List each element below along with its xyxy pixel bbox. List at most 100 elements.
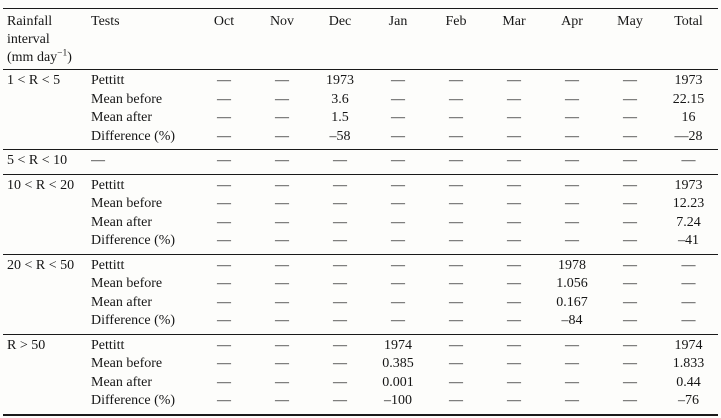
month-value-cell: —	[449, 233, 463, 248]
header-row: Rainfall interval (mm day−1) Tests Oct N…	[3, 8, 718, 70]
month-value-cell: 1.056	[556, 276, 588, 291]
rainfall-interval-cell	[3, 275, 91, 294]
month-value-cell: —	[565, 214, 579, 230]
month-value-cell: –84	[561, 313, 583, 328]
header-month-mar: Mar	[485, 8, 543, 70]
month-value-cell: —	[507, 177, 521, 193]
header-month-apr: Apr	[543, 8, 601, 70]
month-value-cell: —	[275, 196, 289, 211]
rainfall-interval-cell	[3, 91, 91, 110]
month-value-cell: —	[507, 233, 521, 248]
test-label-cell: Difference (%)	[91, 393, 176, 408]
month-value-cell: —	[275, 110, 289, 125]
table-row: Mean before — — — — — — — — 12.23	[3, 195, 718, 214]
month-value-cell: —	[275, 91, 289, 107]
month-value-cell: —	[333, 393, 347, 408]
header-total: Total	[659, 8, 718, 70]
interval-group: 5 < R < 10 — — — — — — — — — —	[3, 149, 718, 175]
month-value-cell: —	[217, 257, 231, 273]
rainfall-interval-cell	[3, 294, 91, 313]
month-value-cell: —	[391, 294, 405, 310]
month-value-cell: —	[449, 356, 463, 371]
test-label-cell: Mean before	[91, 91, 163, 107]
month-value-cell: 1974	[384, 337, 412, 353]
total-value-cell: —	[681, 153, 696, 168]
month-value-cell: —	[623, 110, 637, 125]
month-value-cell: —	[507, 153, 521, 168]
header-month-dec: Dec	[311, 8, 369, 70]
month-value-cell: —	[275, 177, 289, 193]
month-value-cell: —	[565, 337, 579, 353]
month-value-cell: —	[391, 128, 405, 144]
month-value-cell: —	[449, 153, 463, 168]
rainfall-interval-cell	[3, 232, 91, 254]
month-value-cell: —	[623, 73, 637, 88]
table-row: Mean after — — 1.5 — — — — — 16	[3, 109, 718, 128]
month-value-cell: —	[217, 128, 231, 144]
month-value-cell: —	[217, 196, 231, 211]
month-value-cell: —	[275, 128, 289, 144]
rainfall-interval-cell	[3, 195, 91, 214]
table-row: 1 < R < 5 Pettitt — — 1973 — — — — — 1973	[3, 70, 718, 91]
month-value-cell: —	[333, 177, 347, 193]
month-value-cell: —	[217, 177, 231, 193]
month-value-cell: —	[333, 313, 347, 328]
table-row: 5 < R < 10 — — — — — — — — — —	[3, 150, 718, 175]
month-value-cell: —	[275, 73, 289, 88]
table-row: Mean before — — — — — — 1.056 — —	[3, 275, 718, 294]
month-value-cell: —	[449, 337, 463, 353]
month-value-cell: —	[565, 128, 579, 144]
table-row: Mean before — — 3.6 — — — — — 22.15	[3, 91, 718, 110]
month-value-cell: —	[507, 294, 521, 310]
month-value-cell: —	[623, 313, 637, 328]
header-month-feb: Feb	[427, 8, 485, 70]
test-label-cell: Mean after	[91, 294, 153, 310]
table-row: Difference (%) — — –58 — — — — — —28	[3, 128, 718, 150]
month-value-cell: —	[217, 214, 231, 230]
month-value-cell: —	[217, 313, 231, 328]
month-value-cell: —	[333, 214, 347, 230]
rainfall-interval-cell	[3, 128, 91, 150]
header-month-may: May	[601, 8, 659, 70]
month-value-cell: —	[449, 214, 463, 230]
test-label-cell: Difference (%)	[91, 313, 176, 328]
month-value-cell: —	[333, 233, 347, 248]
test-label-cell: Pettitt	[91, 177, 125, 193]
total-value-cell: —	[681, 276, 696, 291]
month-value-cell: —	[333, 276, 347, 291]
month-value-cell: —	[275, 294, 289, 310]
month-value-cell: —	[391, 313, 405, 328]
month-value-cell: 1973	[326, 73, 354, 88]
month-value-cell: —	[565, 374, 579, 390]
month-value-cell: —	[623, 337, 637, 353]
total-value-cell: 1974	[674, 337, 703, 353]
rainfall-interval-cell: 10 < R < 20	[7, 177, 75, 193]
month-value-cell: —	[217, 153, 231, 168]
month-value-cell: —	[391, 110, 405, 125]
rainfall-interval-cell	[3, 392, 91, 415]
month-value-cell: 0.385	[382, 356, 414, 371]
month-value-cell: —	[449, 257, 463, 273]
month-value-cell: —	[449, 73, 463, 88]
month-value-cell: —	[391, 73, 405, 88]
month-value-cell: —	[565, 177, 579, 193]
month-value-cell: —	[217, 233, 231, 248]
rainfall-interval-cell	[3, 355, 91, 374]
month-value-cell: —	[623, 276, 637, 291]
month-value-cell: —	[333, 153, 347, 168]
month-value-cell: —	[449, 177, 463, 193]
total-value-cell: 1973	[674, 177, 703, 193]
month-value-cell: —	[391, 177, 405, 193]
month-value-cell: —	[275, 153, 289, 168]
month-value-cell: —	[275, 233, 289, 248]
month-value-cell: —	[333, 337, 347, 353]
month-value-cell: —	[217, 393, 231, 408]
total-value-cell: 7.24	[676, 214, 701, 230]
header-interval-line1: Rainfall	[7, 14, 53, 29]
month-value-cell: —	[565, 356, 579, 371]
test-label-cell: Mean after	[91, 374, 153, 390]
table-row: 10 < R < 20 Pettitt — — — — — — — — 1973	[3, 174, 718, 195]
month-value-cell: —	[565, 233, 579, 248]
rainfall-interval-cell	[3, 109, 91, 128]
month-value-cell: —	[507, 374, 521, 390]
